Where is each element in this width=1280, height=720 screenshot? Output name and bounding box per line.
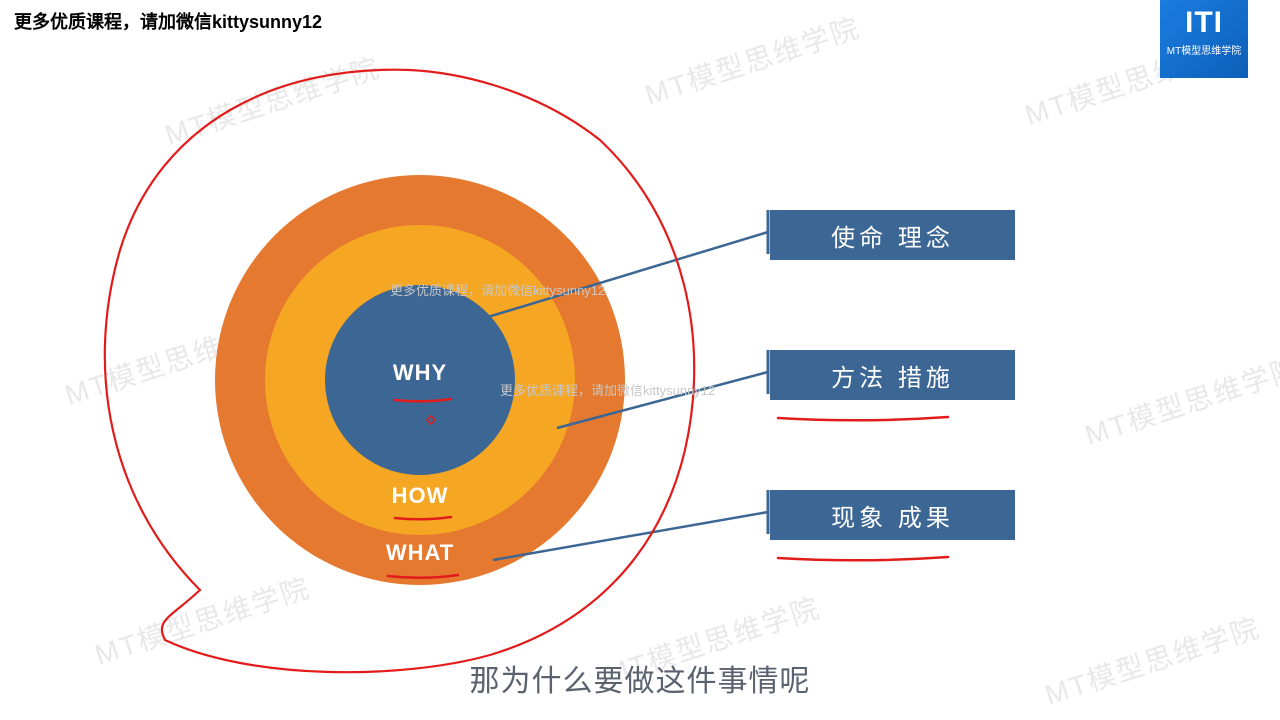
info-box-0: 使命 理念 bbox=[770, 210, 1015, 260]
video-caption: 那为什么要做这件事情呢 bbox=[470, 656, 811, 700]
how-label: HOW bbox=[392, 483, 449, 509]
what-label: WHAT bbox=[386, 540, 454, 566]
why-label: WHY bbox=[393, 360, 447, 386]
golden-circle-diagram bbox=[0, 0, 1280, 720]
red-underline-3 bbox=[778, 417, 948, 420]
info-box-1: 方法 措施 bbox=[770, 350, 1015, 400]
red-underline-4 bbox=[778, 557, 948, 560]
info-box-2: 现象 成果 bbox=[770, 490, 1015, 540]
